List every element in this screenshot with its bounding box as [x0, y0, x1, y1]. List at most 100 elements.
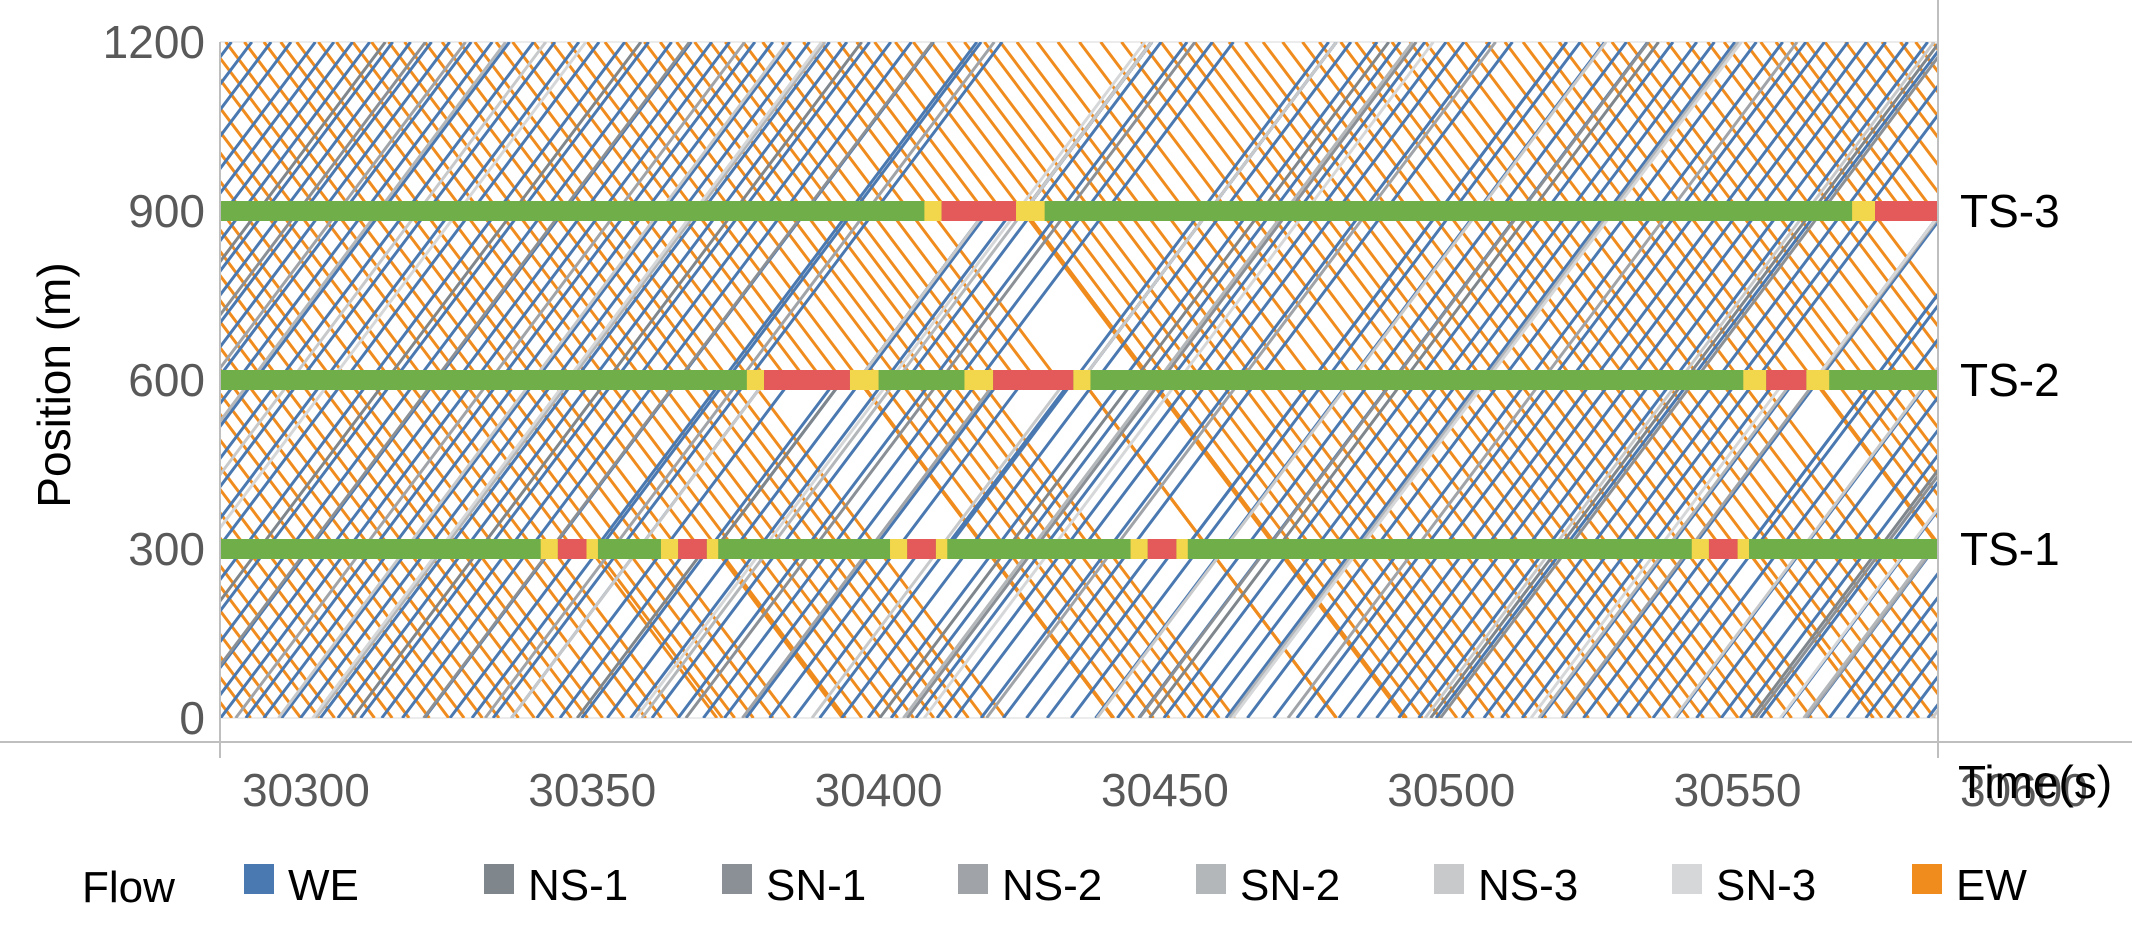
vehicle-trajectory [1695, 394, 1938, 718]
signal-yellow-phase [1016, 201, 1045, 221]
signal-yellow-phase [660, 539, 679, 559]
legend-swatch [1672, 864, 1702, 894]
signal-labels: TS-1 TS-2 TS-3 [1960, 185, 2060, 575]
legend-label: SN-2 [1240, 861, 1340, 910]
legend-swatch [1434, 864, 1464, 894]
vehicle-trajectory [1802, 537, 1938, 718]
x-tick-label: 30500 [1387, 764, 1515, 816]
vehicle-trajectory [220, 535, 357, 718]
signal-label: TS-2 [1960, 354, 2060, 406]
vehicle-trajectory [220, 42, 473, 379]
x-tick-label: 30350 [528, 764, 656, 816]
vehicle-trajectory [220, 42, 467, 371]
vehicle-trajectory [220, 42, 394, 274]
x-tick-label: 30300 [242, 764, 370, 816]
y-tick-labels: 0 300 600 900 1200 [103, 16, 205, 744]
vehicle-trajectory [220, 42, 317, 172]
signal-label: TS-3 [1960, 185, 2060, 237]
legend-swatch [1196, 864, 1226, 894]
signal-yellow-phase [746, 370, 765, 390]
vehicle-trajectory [1606, 291, 1938, 718]
vehicle-trajectory [1720, 427, 1938, 718]
vehicle-trajectory [1804, 540, 1938, 718]
signal-yellow-phase [890, 539, 908, 559]
signal-green-bar [220, 201, 1938, 221]
y-tick-label: 900 [128, 185, 205, 237]
vehicle-trajectory [1845, 594, 1938, 718]
vehicle-trajectory [1779, 506, 1938, 718]
vehicle-trajectory [220, 42, 412, 298]
signal-red-phase [764, 370, 850, 390]
x-tick-label: 30400 [815, 764, 943, 816]
vehicle-trajectory [220, 391, 466, 718]
vehicle-trajectory [220, 583, 321, 718]
vehicle-trajectory [220, 42, 336, 196]
signal-yellow-phase [540, 539, 558, 559]
signal-yellow-phase [1806, 370, 1830, 390]
vehicle-trajectory [1754, 473, 1938, 718]
signal-yellow-phase [1737, 539, 1750, 559]
vehicle-trajectory [220, 42, 427, 318]
legend-swatch [244, 864, 274, 894]
signal-yellow-phase [964, 370, 994, 390]
signal-red-phase [1875, 201, 1938, 221]
vehicle-trajectory [220, 42, 387, 265]
vehicle-trajectory [220, 42, 371, 244]
y-tick-label: 300 [128, 523, 205, 575]
x-axis-label: Time(s) [1958, 756, 2112, 808]
vehicle-trajectory [1500, 209, 1938, 718]
vehicle-trajectory [220, 42, 451, 350]
vehicle-trajectory [220, 42, 433, 326]
vehicle-trajectory [1790, 42, 1938, 213]
x-tick-label: 30550 [1674, 764, 1802, 816]
y-axis-label: Position (m) [28, 262, 80, 507]
vehicle-trajectory [1759, 479, 1938, 718]
legend-swatch [1912, 864, 1942, 894]
vehicle-trajectory [220, 563, 336, 718]
signal-yellow-phase [1852, 201, 1876, 221]
vehicle-trajectory [448, 42, 979, 718]
legend-swatch [958, 864, 988, 894]
vehicle-trajectory [220, 510, 376, 718]
vehicle-trajectory [1805, 42, 1938, 213]
signal-yellow-phase [924, 201, 942, 221]
vehicle-trajectory [1774, 42, 1938, 213]
vehicle-trajectory [1706, 42, 1938, 351]
signal-label: TS-1 [1960, 523, 2060, 575]
legend-label: WE [288, 861, 359, 910]
signal-green-bar [220, 539, 1938, 559]
signal-red-phase [907, 539, 936, 559]
vehicle-trajectory [220, 464, 411, 718]
signal-red-phase [678, 539, 707, 559]
signal-yellow-phase [849, 370, 879, 390]
vehicle-trajectory [1738, 452, 1938, 718]
x-tick-labels: 30300 30350 30400 30450 30500 30550 30600 [242, 764, 2088, 816]
signal-red-phase [1766, 370, 1807, 390]
signal-red-phase [557, 539, 587, 559]
vehicle-trajectory [1743, 42, 1938, 302]
vehicle-trajectory [1844, 42, 1938, 168]
signal-yellow-phase [935, 539, 948, 559]
vehicle-trajectory [1046, 42, 1568, 718]
x-tick-label: 30450 [1101, 764, 1229, 816]
legend-swatch [722, 864, 752, 894]
vehicle-trajectory [1685, 42, 1938, 379]
signal-yellow-phase [1176, 539, 1188, 559]
y-tick-label: 600 [128, 354, 205, 406]
vehicle-trajectory [1722, 42, 1938, 329]
legend: Flow WE NS-1 SN-1 NS-2 SN-2 NS-3 SN-3 EW [82, 861, 2027, 912]
signal-bars [220, 201, 1938, 559]
plot-area [0, 0, 2132, 758]
vehicle-trajectory [1750, 467, 1938, 718]
y-tick-label: 1200 [103, 16, 205, 68]
signal-yellow-phase [1691, 539, 1709, 559]
vehicle-trajectory [1828, 570, 1938, 718]
signal-red-phase [1147, 539, 1177, 559]
legend-label: SN-1 [766, 861, 866, 910]
signal-yellow-phase [1073, 370, 1091, 390]
legend-title: Flow [82, 863, 175, 912]
legend-label: NS-2 [1002, 861, 1102, 910]
legend-label: SN-3 [1716, 861, 1816, 910]
vehicle-trajectory [220, 437, 431, 718]
